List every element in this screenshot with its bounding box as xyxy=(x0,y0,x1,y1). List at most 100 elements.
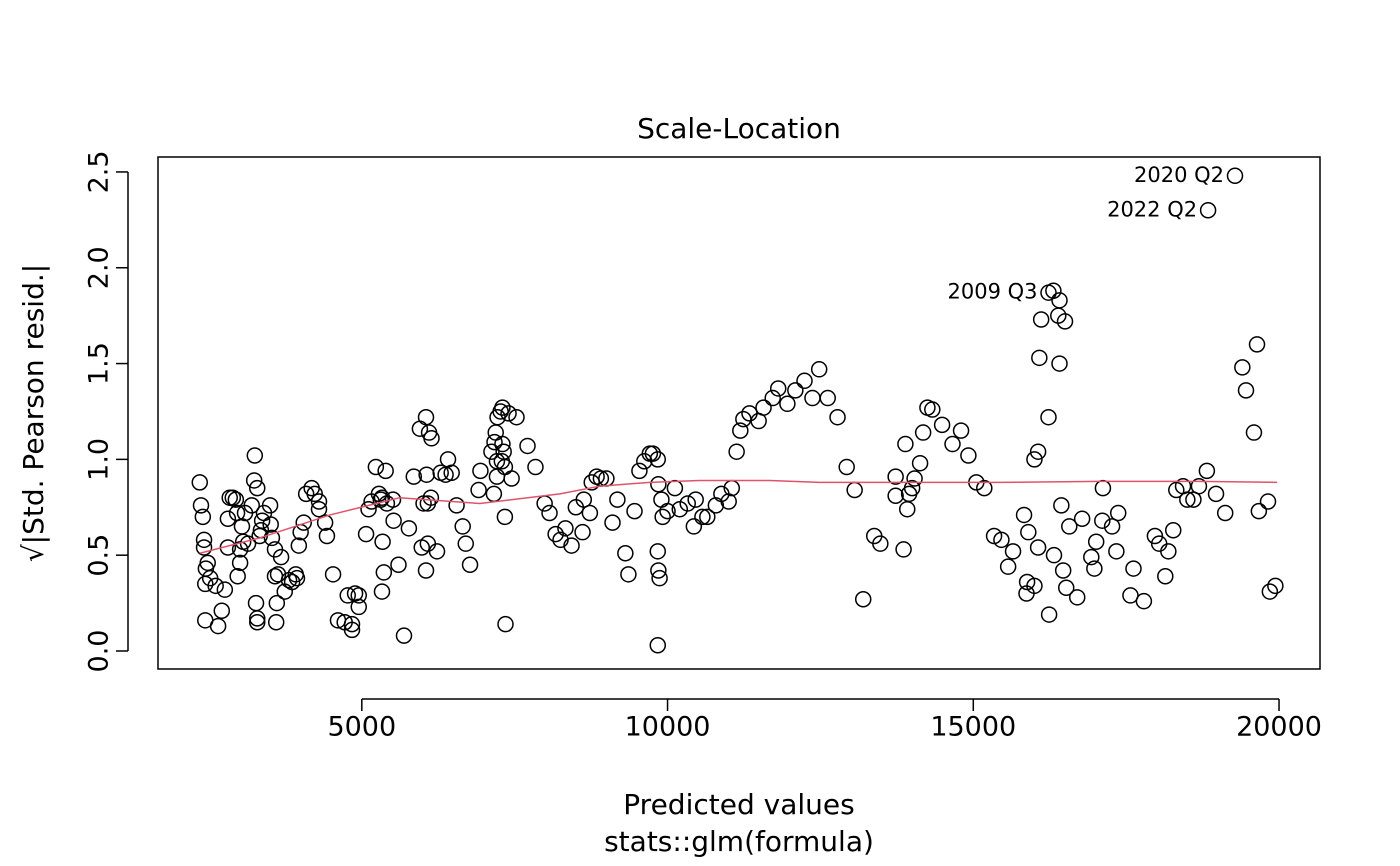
point xyxy=(650,476,667,493)
x-tick-label: 5000 xyxy=(327,712,396,743)
point xyxy=(339,587,356,604)
point xyxy=(224,489,242,506)
point xyxy=(288,569,306,587)
point xyxy=(213,602,231,619)
y-axis-label: √|Std. Pearson resid.| xyxy=(17,264,50,562)
point xyxy=(1094,479,1112,497)
point xyxy=(448,497,465,514)
point xyxy=(887,487,904,505)
point xyxy=(810,361,828,378)
point xyxy=(497,615,514,633)
point xyxy=(248,479,266,497)
point xyxy=(519,437,536,455)
point xyxy=(219,510,237,528)
point xyxy=(231,554,249,572)
point xyxy=(487,424,504,441)
point xyxy=(1053,497,1070,514)
point xyxy=(1103,518,1121,535)
point xyxy=(906,470,923,487)
point xyxy=(1045,282,1062,299)
point xyxy=(631,462,648,480)
point xyxy=(483,443,500,460)
point xyxy=(1261,583,1279,600)
point xyxy=(993,531,1010,549)
point xyxy=(1190,477,1208,495)
point xyxy=(666,479,684,497)
point xyxy=(1057,579,1075,597)
point xyxy=(527,458,544,476)
point xyxy=(343,621,361,639)
point xyxy=(903,479,921,497)
point xyxy=(854,591,872,608)
point xyxy=(494,435,511,453)
point xyxy=(283,573,301,591)
point xyxy=(604,514,621,531)
point xyxy=(819,389,837,407)
point xyxy=(295,514,312,531)
point xyxy=(911,454,929,472)
point xyxy=(1135,592,1153,610)
point xyxy=(1026,451,1043,468)
point xyxy=(357,525,375,543)
point xyxy=(417,562,435,579)
point xyxy=(755,399,772,416)
point xyxy=(423,430,440,447)
point xyxy=(1179,491,1196,508)
y-tick-label: 1.0 xyxy=(84,438,115,481)
point xyxy=(557,520,574,537)
point xyxy=(699,508,716,526)
point xyxy=(687,491,704,508)
annotation: 2009 Q3 xyxy=(947,280,1037,304)
subtitle: stats::glm(formula) xyxy=(604,825,874,858)
point xyxy=(547,525,564,543)
point xyxy=(1029,539,1047,556)
point xyxy=(267,613,285,631)
point xyxy=(1094,512,1111,529)
point xyxy=(897,435,914,453)
point xyxy=(764,389,781,407)
point xyxy=(508,408,525,426)
point xyxy=(290,537,308,554)
point xyxy=(310,500,328,518)
point xyxy=(1237,382,1255,399)
point xyxy=(1073,510,1091,528)
point xyxy=(373,489,391,506)
point xyxy=(796,372,813,390)
point xyxy=(248,610,266,627)
point xyxy=(373,583,391,600)
point xyxy=(1004,543,1022,560)
point xyxy=(1015,506,1033,524)
point xyxy=(872,535,889,552)
point xyxy=(976,479,993,497)
point xyxy=(649,543,667,560)
point xyxy=(461,556,479,574)
point xyxy=(1045,546,1063,564)
point xyxy=(488,468,506,485)
point xyxy=(439,451,457,468)
point xyxy=(1068,589,1086,606)
point xyxy=(247,594,265,612)
point xyxy=(245,472,263,489)
point xyxy=(269,566,287,583)
point xyxy=(390,556,407,574)
point xyxy=(952,422,970,439)
point xyxy=(343,615,361,633)
point xyxy=(194,508,212,526)
point xyxy=(457,535,475,552)
point xyxy=(503,470,520,487)
point xyxy=(846,481,863,499)
point xyxy=(496,508,514,526)
point xyxy=(1234,359,1251,376)
point xyxy=(485,485,503,503)
point xyxy=(728,443,745,460)
point xyxy=(195,531,213,549)
point xyxy=(400,520,418,537)
point xyxy=(470,481,487,499)
point xyxy=(804,389,821,407)
point xyxy=(651,569,668,587)
x-tick-label: 20000 xyxy=(1236,712,1322,743)
point xyxy=(1199,202,1217,219)
x-tick-label: 10000 xyxy=(625,712,711,743)
point xyxy=(1087,533,1105,551)
